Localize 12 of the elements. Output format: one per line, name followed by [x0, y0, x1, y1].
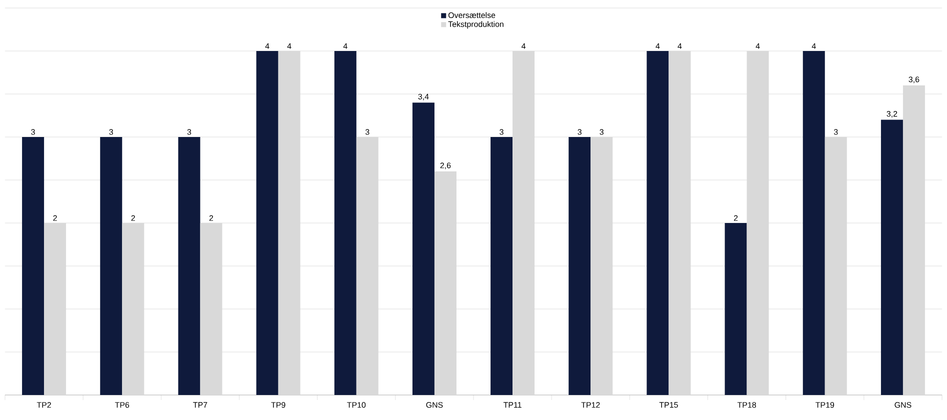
bar: [490, 137, 513, 395]
bar: [568, 137, 591, 395]
bar: [724, 223, 747, 395]
bar: [646, 51, 669, 395]
bar: [178, 137, 200, 395]
bar: [802, 51, 825, 395]
bar: [22, 137, 44, 395]
bar: [334, 51, 356, 395]
bar: [880, 120, 903, 395]
bar: [256, 51, 278, 395]
bar: [412, 102, 434, 395]
bar: [100, 137, 122, 395]
